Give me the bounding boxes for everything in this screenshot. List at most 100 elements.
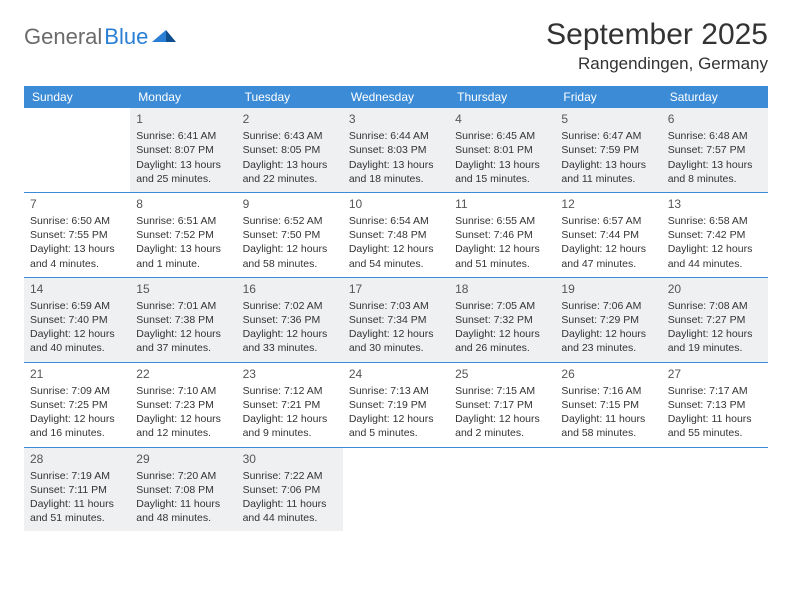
sunset-text: Sunset: 7:55 PM	[30, 228, 124, 242]
daylight-text: Daylight: 12 hours	[30, 412, 124, 426]
daylight-text: and 18 minutes.	[349, 172, 443, 186]
sunrise-text: Sunrise: 6:57 AM	[561, 214, 655, 228]
daylight-text: Daylight: 13 hours	[136, 158, 230, 172]
day-number: 12	[561, 196, 655, 212]
dow-header-row: Sunday Monday Tuesday Wednesday Thursday…	[24, 86, 768, 108]
daylight-text: and 55 minutes.	[668, 426, 762, 440]
daylight-text: and 12 minutes.	[136, 426, 230, 440]
sunset-text: Sunset: 7:44 PM	[561, 228, 655, 242]
daylight-text: Daylight: 12 hours	[349, 242, 443, 256]
daylight-text: Daylight: 12 hours	[668, 327, 762, 341]
sunset-text: Sunset: 7:13 PM	[668, 398, 762, 412]
dow-sat: Saturday	[662, 86, 768, 108]
day-cell: 15Sunrise: 7:01 AMSunset: 7:38 PMDayligh…	[130, 278, 236, 362]
sunset-text: Sunset: 7:19 PM	[349, 398, 443, 412]
day-number: 2	[243, 111, 337, 127]
daylight-text: and 16 minutes.	[30, 426, 124, 440]
week-row: 1Sunrise: 6:41 AMSunset: 8:07 PMDaylight…	[24, 108, 768, 192]
day-cell: 23Sunrise: 7:12 AMSunset: 7:21 PMDayligh…	[237, 363, 343, 447]
day-cell-empty	[449, 448, 555, 532]
sunrise-text: Sunrise: 6:48 AM	[668, 129, 762, 143]
day-number: 26	[561, 366, 655, 382]
sunset-text: Sunset: 7:52 PM	[136, 228, 230, 242]
day-number: 3	[349, 111, 443, 127]
sunrise-text: Sunrise: 7:13 AM	[349, 384, 443, 398]
day-number: 11	[455, 196, 549, 212]
sunset-text: Sunset: 7:08 PM	[136, 483, 230, 497]
week-row: 21Sunrise: 7:09 AMSunset: 7:25 PMDayligh…	[24, 362, 768, 447]
day-cell-empty	[555, 448, 661, 532]
sunrise-text: Sunrise: 7:19 AM	[30, 469, 124, 483]
sunrise-text: Sunrise: 7:05 AM	[455, 299, 549, 313]
sunrise-text: Sunrise: 7:02 AM	[243, 299, 337, 313]
daylight-text: and 37 minutes.	[136, 341, 230, 355]
daylight-text: and 9 minutes.	[243, 426, 337, 440]
daylight-text: Daylight: 12 hours	[243, 412, 337, 426]
day-cell: 26 Sunrise: 7:16 AMSunset: 7:15 PMDayligh…	[555, 363, 661, 447]
day-cell: 25Sunrise: 7:15 AMSunset: 7:17 PMDayligh…	[449, 363, 555, 447]
sunrise-text: Sunrise: 7:15 AM	[455, 384, 549, 398]
sunrise-text: Sunrise: 6:54 AM	[349, 214, 443, 228]
dow-mon: Monday	[130, 86, 236, 108]
day-cell: 30Sunrise: 7:22 AMSunset: 7:06 PMDayligh…	[237, 448, 343, 532]
daylight-text: Daylight: 12 hours	[349, 412, 443, 426]
daylight-text: and 25 minutes.	[136, 172, 230, 186]
day-cell: 6Sunrise: 6:48 AMSunset: 7:57 PMDaylight…	[662, 108, 768, 192]
day-cell: 2Sunrise: 6:43 AMSunset: 8:05 PMDaylight…	[237, 108, 343, 192]
sunset-text: Sunset: 7:57 PM	[668, 143, 762, 157]
sunset-text: Sunset: 7:36 PM	[243, 313, 337, 327]
daylight-text: Daylight: 12 hours	[243, 327, 337, 341]
daylight-text: and 48 minutes.	[136, 511, 230, 525]
day-cell: 21Sunrise: 7:09 AMSunset: 7:25 PMDayligh…	[24, 363, 130, 447]
day-number: 7	[30, 196, 124, 212]
daylight-text: Daylight: 13 hours	[455, 158, 549, 172]
day-cell: 22Sunrise: 7:10 AMSunset: 7:23 PMDayligh…	[130, 363, 236, 447]
sunset-text: Sunset: 8:03 PM	[349, 143, 443, 157]
daylight-text: and 22 minutes.	[243, 172, 337, 186]
day-cell: 8Sunrise: 6:51 AMSunset: 7:52 PMDaylight…	[130, 193, 236, 277]
sunset-text: Sunset: 8:07 PM	[136, 143, 230, 157]
sunset-text: Sunset: 7:25 PM	[30, 398, 124, 412]
sunset-text: Sunset: 7:32 PM	[455, 313, 549, 327]
day-cell-empty	[662, 448, 768, 532]
week-row: 7 Sunrise: 6:50 AMSunset: 7:55 PM Daylight…	[24, 192, 768, 277]
day-cell: 7Sunrise: 6:50 AMSunset: 7:55 PMDaylight…	[24, 193, 130, 277]
daylight-text: and 5 minutes.	[349, 426, 443, 440]
daylight-text: Daylight: 11 hours	[30, 497, 124, 511]
header: GeneralBlue September 2025 Rangendingen,…	[24, 18, 768, 74]
title-block: September 2025 Rangendingen, Germany	[546, 18, 768, 74]
day-cell-empty	[343, 448, 449, 532]
sunrise-text: Sunrise: 6:41 AM	[136, 129, 230, 143]
daylight-text: and 1 minute.	[136, 257, 230, 271]
daylight-text: and 58 minutes.	[243, 257, 337, 271]
daylight-text: Daylight: 12 hours	[455, 242, 549, 256]
dow-wed: Wednesday	[343, 86, 449, 108]
day-cell: 4Sunrise: 6:45 AMSunset: 8:01 PMDaylight…	[449, 108, 555, 192]
daylight-text: Daylight: 12 hours	[668, 242, 762, 256]
brand-part1: General	[24, 24, 102, 50]
sunset-text: Sunset: 7:17 PM	[455, 398, 549, 412]
sunrise-text: Sunrise: 6:58 AM	[668, 214, 762, 228]
daylight-text: Daylight: 12 hours	[455, 412, 549, 426]
day-cell: 3Sunrise: 6:44 AMSunset: 8:03 PMDaylight…	[343, 108, 449, 192]
logo-flag-icon	[152, 28, 176, 46]
daylight-text: Daylight: 11 hours	[561, 412, 655, 426]
sunrise-text: Sunrise: 6:50 AM	[30, 214, 124, 228]
daylight-text: Daylight: 13 hours	[349, 158, 443, 172]
daylight-text: and 44 minutes.	[668, 257, 762, 271]
day-number: 8	[136, 196, 230, 212]
daylight-text: Daylight: 12 hours	[455, 327, 549, 341]
daylight-text: and 2 minutes.	[455, 426, 549, 440]
sunrise-text: Sunrise: 6:59 AM	[30, 299, 124, 313]
daylight-text: Daylight: 11 hours	[136, 497, 230, 511]
sunrise-text: Sunrise: 7:16 AM	[561, 384, 655, 398]
day-cell: 1Sunrise: 6:41 AMSunset: 8:07 PMDaylight…	[130, 108, 236, 192]
day-number: 23	[243, 366, 337, 382]
daylight-text: and 8 minutes.	[668, 172, 762, 186]
day-number: 10	[349, 196, 443, 212]
sunset-text: Sunset: 7:15 PM	[561, 398, 655, 412]
brand-logo: GeneralBlue	[24, 18, 176, 50]
sunset-text: Sunset: 7:46 PM	[455, 228, 549, 242]
day-number: 30	[243, 451, 337, 467]
sunrise-text: Sunrise: 6:45 AM	[455, 129, 549, 143]
